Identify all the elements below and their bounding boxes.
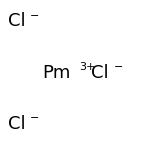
Text: Cl: Cl [8,115,25,133]
Text: Cl: Cl [8,12,25,30]
Text: Cl: Cl [91,64,109,82]
Text: Pm: Pm [43,64,71,82]
Text: −: − [30,113,40,123]
Text: −: − [114,62,123,72]
Text: −: − [30,11,40,21]
Text: 3+: 3+ [79,62,96,72]
